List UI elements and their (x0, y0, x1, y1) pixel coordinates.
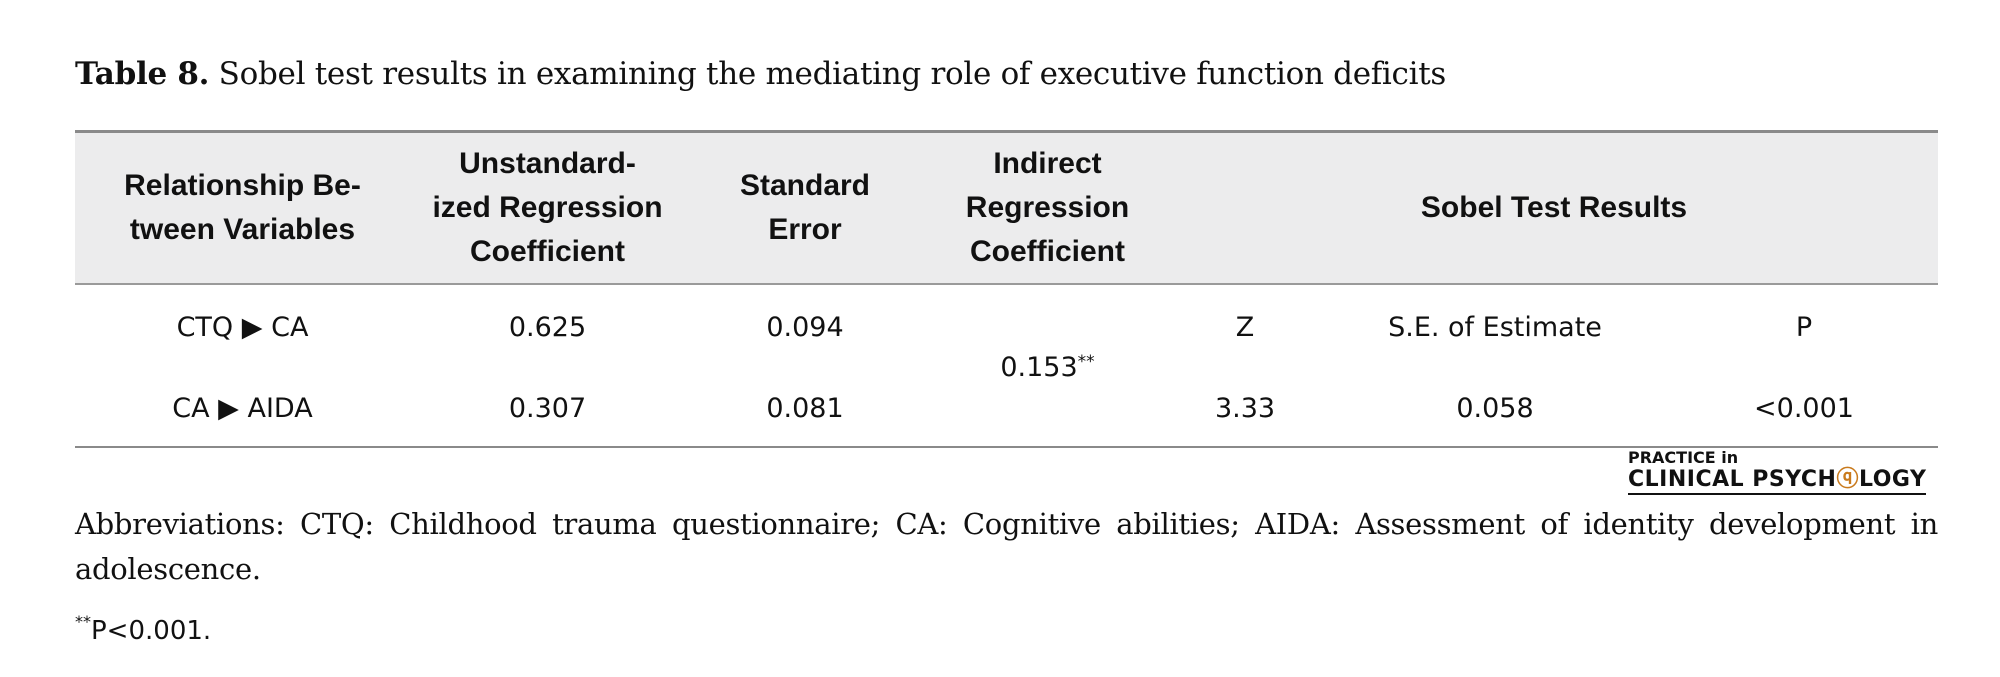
sobel-subheader-p: P (1795, 312, 1813, 343)
significance-text: P<0.001. (91, 616, 212, 646)
table-header-rule (75, 283, 1938, 285)
sobel-p-value: <0.001 (1754, 393, 1854, 424)
row2-standard-error: 0.081 (766, 393, 844, 424)
table-caption: Table 8. Sobel test results in examining… (75, 56, 1446, 92)
table-caption-text: Sobel test results in examining the medi… (209, 56, 1447, 92)
sobel-se-value: 0.058 (1456, 393, 1534, 424)
indirect-coefficient: 0.153** (925, 352, 1170, 384)
abbreviations-note: Abbreviations: CTQ: Childhood trauma que… (75, 507, 1938, 586)
journal-logo-line2: CLINICAL PSYCHⓠLOGY (1628, 467, 1927, 495)
indirect-coefficient-value: 0.153 (1000, 352, 1078, 383)
logo-o-icon: ⓠ (1836, 467, 1859, 492)
header-relationship: Relationship Be- tween Variables (124, 169, 361, 246)
row1-unstandardized: 0.625 (508, 312, 587, 343)
header-standard-error: Standard Error (739, 169, 871, 246)
sobel-z-value: 3.33 (1214, 393, 1276, 424)
table-caption-label: Table 8. (75, 56, 210, 92)
table-top-rule (75, 130, 1938, 133)
significance-marker: ** (75, 612, 91, 631)
sobel-subheader-se: S.E. of Estimate (1388, 312, 1602, 343)
row1-standard-error: 0.094 (766, 312, 844, 343)
table-header-band (75, 133, 1938, 283)
row2-unstandardized: 0.307 (508, 393, 587, 424)
indirect-coefficient-marker: ** (1077, 352, 1095, 372)
sobel-subheader-z: Z (1235, 312, 1255, 343)
header-unstandardized: Unstandard- ized Regression Coefficient (432, 147, 663, 268)
header-indirect: Indirect Regression Coefficient (965, 147, 1130, 268)
header-sobel-results: Sobel Test Results (1420, 191, 1688, 224)
journal-logo-line1: PRACTICE in (1628, 448, 1739, 467)
journal-logo: PRACTICE in CLINICAL PSYCHⓠLOGY (1628, 449, 1938, 495)
significance-note: **P<0.001. (75, 612, 212, 646)
row1-relationship: CTQ ▶ CA (176, 312, 309, 343)
row2-relationship: CA ▶ AIDA (172, 393, 313, 424)
table-bottom-rule (75, 446, 1938, 448)
